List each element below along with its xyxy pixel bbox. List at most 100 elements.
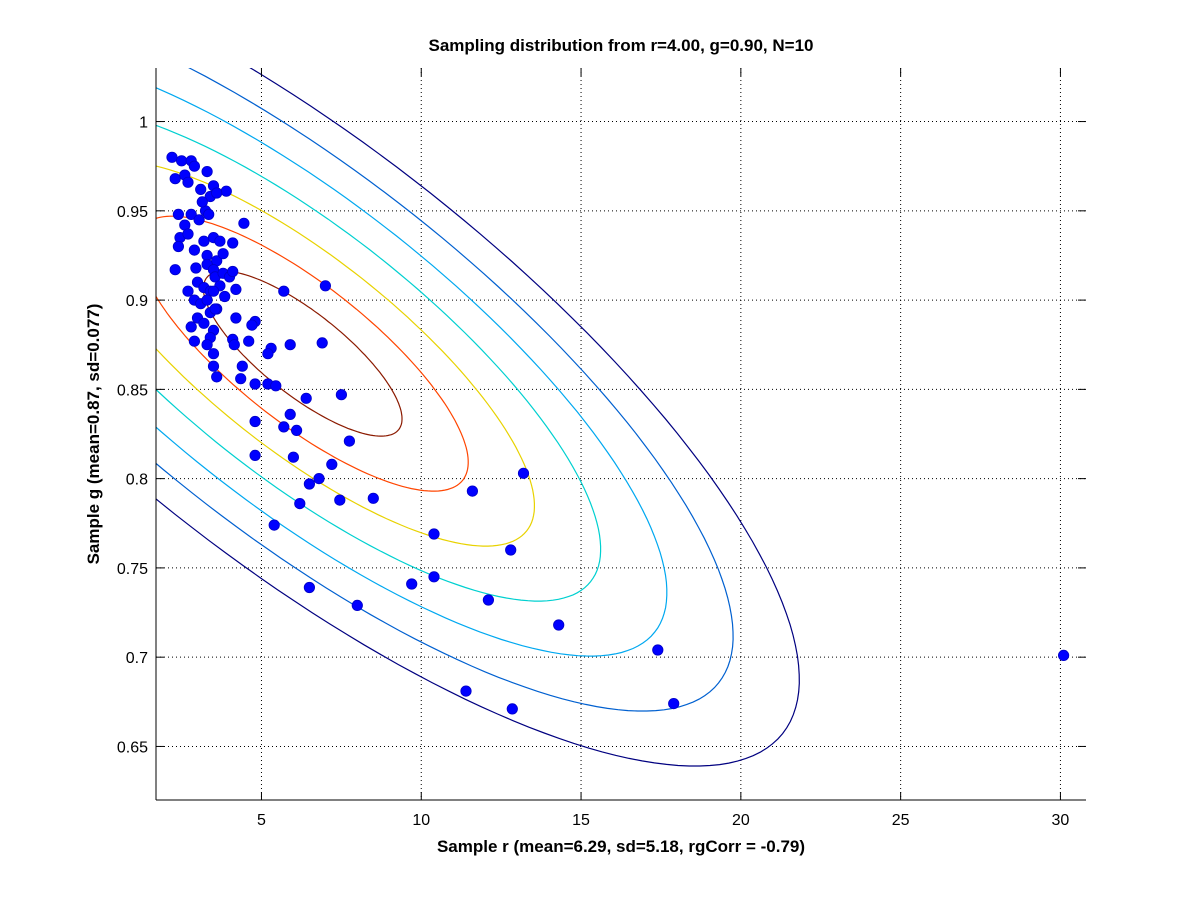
y-tick-labels: 0.65 0.7 0.75 0.8 0.85 0.9 0.95 1 <box>117 115 148 757</box>
x-tick-label-3: 20 <box>732 812 750 829</box>
data-point-82 <box>335 389 347 401</box>
data-point-110 <box>668 697 680 710</box>
data-point-109 <box>460 685 472 697</box>
data-point-67 <box>207 348 220 360</box>
data-point-77 <box>249 378 261 390</box>
data-point-95 <box>367 492 379 504</box>
data-point-86 <box>290 424 303 436</box>
data-point-72 <box>316 337 328 349</box>
contour-ellipse-2 <box>156 165 535 547</box>
data-point-50 <box>207 285 220 297</box>
data-point-81 <box>300 392 312 404</box>
data-point-28 <box>188 244 200 256</box>
data-point-32 <box>169 264 181 276</box>
data-point-22 <box>198 235 210 247</box>
data-point-48 <box>201 294 213 306</box>
data-point-65 <box>188 335 200 347</box>
y-tick-label-2: 0.75 <box>117 561 148 578</box>
grid <box>156 68 1086 800</box>
axes <box>155 68 1086 801</box>
data-point-87 <box>343 435 355 447</box>
data-point-102 <box>428 571 440 583</box>
data-point-5 <box>188 160 200 172</box>
data-point-92 <box>303 478 315 490</box>
data-point-64 <box>319 280 331 292</box>
data-point-89 <box>287 451 299 463</box>
data-point-94 <box>334 494 346 506</box>
data-point-75 <box>211 371 223 383</box>
data-point-80 <box>262 348 274 360</box>
data-point-71 <box>284 339 296 351</box>
data-point-27 <box>172 240 184 253</box>
data-point-73 <box>207 360 220 372</box>
data-point-62 <box>246 319 258 331</box>
data-point-58 <box>198 317 210 329</box>
data-point-63 <box>278 285 290 297</box>
data-point-107 <box>652 644 664 656</box>
y-tick-label-7: 1 <box>139 115 148 132</box>
data-point-39 <box>227 265 239 278</box>
contour-ellipse-3 <box>156 124 602 602</box>
data-point-99 <box>428 528 440 540</box>
data-point-66 <box>201 339 213 351</box>
data-point-74 <box>236 360 248 372</box>
data-point-0 <box>166 151 178 163</box>
data-point-98 <box>268 519 280 531</box>
contour-lines <box>156 68 800 767</box>
data-point-57 <box>185 321 197 333</box>
data-point-16 <box>185 208 197 220</box>
data-point-17 <box>193 214 205 226</box>
data-point-14 <box>172 208 184 220</box>
y-tick-label-6: 0.95 <box>117 204 148 221</box>
data-point-24 <box>214 235 226 247</box>
data-point-69 <box>243 335 255 347</box>
data-point-51 <box>219 290 231 303</box>
chart-title: Sampling distribution from r=4.00, g=0.9… <box>429 36 814 55</box>
y-tick-label-4: 0.85 <box>117 382 148 399</box>
data-point-26 <box>238 217 250 229</box>
data-point-54 <box>209 303 221 315</box>
data-point-18 <box>203 208 215 220</box>
data-point-79 <box>270 380 282 392</box>
data-point-33 <box>190 262 202 274</box>
data-point-12 <box>211 187 223 199</box>
data-point-19 <box>196 196 208 208</box>
x-tick-label-0: 5 <box>257 812 266 829</box>
data-point-7 <box>182 176 194 188</box>
data-point-97 <box>517 467 530 479</box>
data-point-31 <box>217 248 229 260</box>
x-tick-label-5: 30 <box>1052 812 1070 829</box>
data-point-96 <box>466 485 478 497</box>
data-point-25 <box>227 237 239 249</box>
y-tick-label-3: 0.8 <box>126 472 148 489</box>
x-tick-labels: 5 10 15 20 25 30 <box>257 812 1069 829</box>
contour-ellipse-6 <box>156 68 800 767</box>
data-point-10 <box>220 185 232 197</box>
data-point-83 <box>284 408 296 420</box>
data-point-6 <box>201 166 213 178</box>
data-point-40 <box>182 285 194 297</box>
data-point-101 <box>406 578 418 590</box>
y-tick-label-5: 0.9 <box>126 293 148 310</box>
data-point-55 <box>230 312 242 324</box>
data-point-76 <box>235 373 247 385</box>
data-point-68 <box>228 339 240 351</box>
data-point-90 <box>326 458 338 470</box>
data-point-103 <box>303 581 315 594</box>
contour-ellipse-4 <box>156 87 668 657</box>
data-point-108 <box>1058 649 1070 662</box>
data-point-104 <box>351 599 363 612</box>
y-tick-label-0: 0.65 <box>117 739 148 756</box>
data-point-111 <box>506 703 518 715</box>
data-point-106 <box>553 619 565 631</box>
data-point-21 <box>182 228 194 240</box>
x-tick-label-1: 10 <box>412 812 430 829</box>
x-axis-label: Sample r (mean=6.29, sd=5.18, rgCorr = -… <box>437 837 805 856</box>
data-point-85 <box>278 421 290 433</box>
y-tick-label-1: 0.7 <box>126 650 148 667</box>
data-points <box>166 151 1070 715</box>
data-point-93 <box>294 497 306 510</box>
data-point-1 <box>176 155 188 167</box>
data-point-100 <box>505 544 517 556</box>
